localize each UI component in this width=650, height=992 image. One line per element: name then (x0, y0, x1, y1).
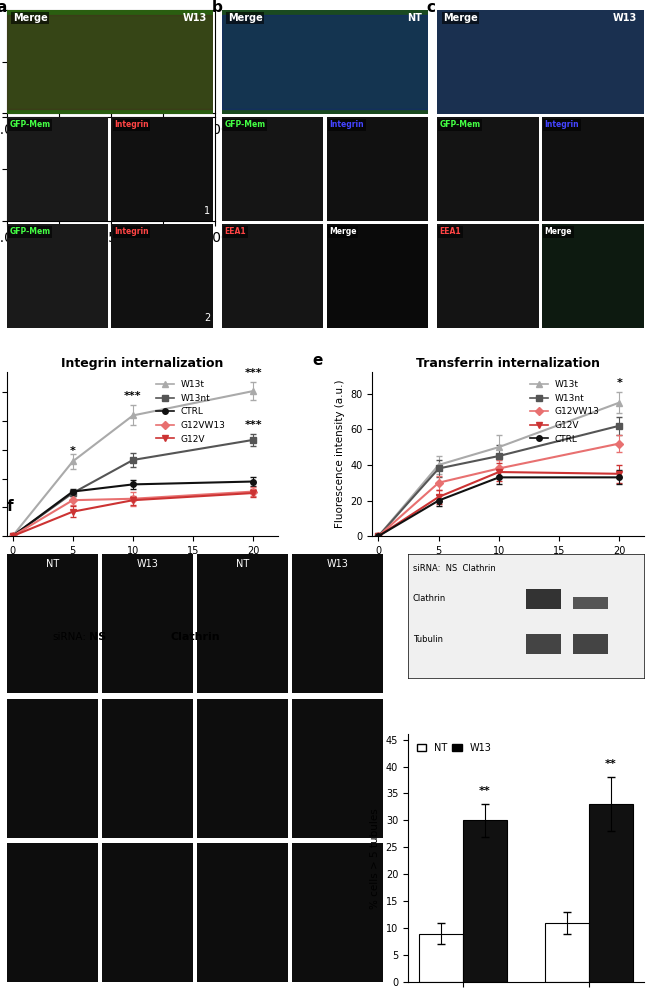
Bar (573, 634, 608, 654)
Bar (463, 820, 507, 982)
Text: W13: W13 (327, 558, 348, 568)
Text: W13: W13 (613, 13, 637, 23)
Text: 2: 2 (204, 313, 210, 323)
Text: siRNA:  NS  Clathrin: siRNA: NS Clathrin (413, 564, 495, 573)
Text: NT: NT (408, 13, 422, 23)
Title: Integrin internalization: Integrin internalization (61, 357, 223, 370)
Text: b: b (211, 0, 222, 15)
Text: W13: W13 (183, 13, 207, 23)
Bar (573, 596, 608, 609)
Text: e: e (313, 353, 323, 368)
Text: GFP-Mem: GFP-Mem (440, 120, 481, 129)
Text: Clathrin: Clathrin (170, 632, 220, 642)
Text: ***: *** (124, 391, 142, 401)
Legend: W13t, W13nt, CTRL, G12VW13, G12V: W13t, W13nt, CTRL, G12VW13, G12V (152, 377, 229, 447)
Title: Transferrin internalization: Transferrin internalization (416, 357, 600, 370)
Bar (419, 933, 463, 982)
Text: Tubulin: Tubulin (413, 635, 443, 644)
Text: **: ** (479, 786, 491, 797)
Text: 1: 1 (204, 206, 210, 216)
Text: Merge: Merge (227, 13, 263, 23)
Y-axis label: Fluorescence intensity (a.u.): Fluorescence intensity (a.u.) (335, 380, 344, 529)
Legend: W13t, W13nt, G12VW13, G12V, CTRL: W13t, W13nt, G12VW13, G12V, CTRL (526, 377, 603, 447)
Legend: NT, W13: NT, W13 (413, 739, 495, 757)
Text: GFP-Mem: GFP-Mem (10, 120, 51, 129)
Text: Integrin: Integrin (545, 120, 579, 129)
Text: Merge: Merge (13, 13, 47, 23)
Text: GFP-Mem: GFP-Mem (225, 120, 266, 129)
X-axis label: Time (min): Time (min) (112, 561, 172, 571)
Y-axis label: % cells > 5 tubules: % cells > 5 tubules (370, 807, 380, 909)
Bar (589, 805, 633, 982)
Bar (526, 589, 561, 609)
Text: f: f (6, 499, 13, 514)
Text: EEA1: EEA1 (440, 227, 461, 236)
Text: NT: NT (236, 558, 249, 568)
Text: Clathrin: Clathrin (413, 594, 446, 603)
Text: siRNA:: siRNA: (52, 632, 86, 642)
Text: EEA1: EEA1 (225, 227, 246, 236)
Text: W13: W13 (136, 558, 159, 568)
Text: *: * (616, 378, 622, 388)
Text: Merge: Merge (443, 13, 478, 23)
Text: Merge: Merge (545, 227, 572, 236)
Text: Integrin: Integrin (114, 120, 149, 129)
Text: Merge: Merge (330, 227, 357, 236)
Text: NT: NT (46, 558, 59, 568)
Text: NT: NT (46, 558, 59, 568)
Text: Integrin: Integrin (114, 227, 149, 236)
Text: Integrin: Integrin (330, 120, 364, 129)
Text: ***: *** (244, 420, 263, 430)
X-axis label: Time (min): Time (min) (478, 561, 538, 571)
Text: c: c (426, 0, 436, 15)
Text: **: ** (605, 759, 617, 769)
Text: NS: NS (89, 632, 106, 642)
Text: ***: *** (244, 368, 263, 378)
Bar (526, 634, 561, 654)
Bar (545, 923, 589, 982)
Text: *: * (70, 445, 75, 455)
Text: GFP-Mem: GFP-Mem (10, 227, 51, 236)
Text: a: a (0, 0, 6, 15)
